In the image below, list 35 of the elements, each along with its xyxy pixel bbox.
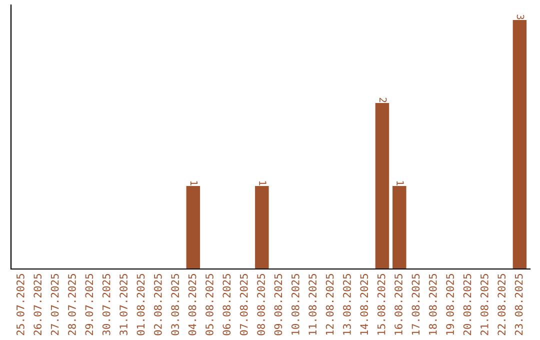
x-tick-label: 25.07.2025 xyxy=(16,274,24,336)
x-tick-label: 10.08.2025 xyxy=(291,274,300,335)
x-tick-label: 30.07.2025 xyxy=(102,274,110,336)
x-tick-label: 04.08.2025 xyxy=(188,274,196,336)
data-label: 1 xyxy=(396,181,404,186)
x-tick-label: 16.08.2025 xyxy=(394,274,402,335)
x-tick-label: 18.08.2025 xyxy=(428,274,437,335)
x-tick-label: 07.08.2025 xyxy=(240,274,248,336)
x-tick-label: 21.08.2025 xyxy=(480,274,488,336)
x-tick-label: 27.07.2025 xyxy=(50,274,59,336)
x-tick-label: 03.08.2025 xyxy=(171,274,180,336)
data-label: 1 xyxy=(190,181,198,186)
x-tick-label: 06.08.2025 xyxy=(222,274,231,336)
x-tick-label: 08.08.2025 xyxy=(257,274,265,336)
x-tick-label: 11.08.2025 xyxy=(308,274,317,335)
x-tick-label: 28.07.2025 xyxy=(68,274,76,336)
data-label: 3 xyxy=(516,14,524,20)
x-tick-label: 26.07.2025 xyxy=(34,274,42,336)
x-tick-label: 17.08.2025 xyxy=(412,274,420,335)
data-label: 1 xyxy=(259,181,266,186)
x-tick-label: 09.08.2025 xyxy=(274,274,282,336)
x-tick-label: 22.08.2025 xyxy=(498,274,506,336)
x-tick-label: 20.08.2025 xyxy=(463,274,472,336)
x-tick-label: 12.08.2025 xyxy=(326,274,334,335)
x-tick-label: 15.08.2025 xyxy=(377,274,386,335)
x-tick-label: 05.08.2025 xyxy=(206,274,214,336)
x-tick-label: 31.07.2025 xyxy=(120,274,128,336)
x-tick-label: 01.08.2025 xyxy=(136,274,145,336)
x-tick-label: 14.08.2025 xyxy=(360,274,368,335)
x-tick-label: 29.07.2025 xyxy=(85,274,94,336)
x-tick-label: 02.08.2025 xyxy=(154,274,162,336)
x-tick-label: 19.08.2025 xyxy=(446,274,454,335)
x-tick-label: 23.08.2025 xyxy=(514,274,523,336)
data-label: 2 xyxy=(379,98,387,102)
x-tick-label: 13.08.2025 xyxy=(343,274,351,335)
